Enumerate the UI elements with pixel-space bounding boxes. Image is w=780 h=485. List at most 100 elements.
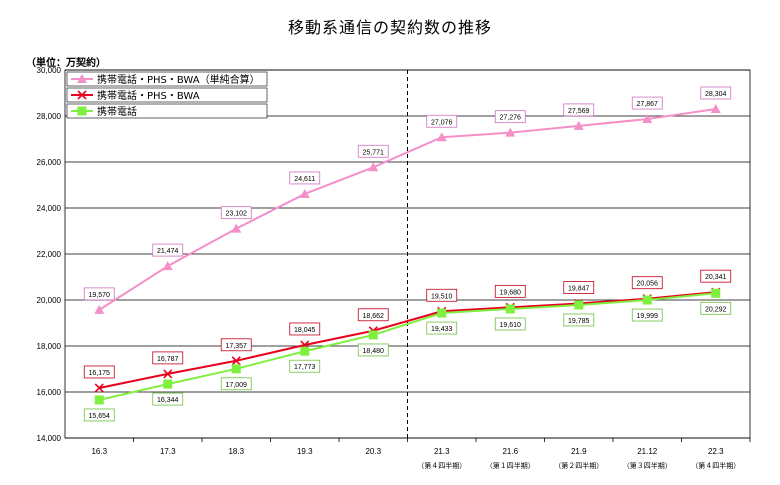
data-point xyxy=(368,162,379,172)
chart-title: 移動系通信の契約数の推移 xyxy=(287,18,492,37)
x-tick-sublabel: （第２四半期） xyxy=(554,461,603,470)
data-label-box xyxy=(220,338,252,352)
legend-label: 携帯電話・PHS・BWA xyxy=(97,89,200,102)
data-label-box xyxy=(83,365,115,379)
data-label-box xyxy=(83,408,115,422)
x-tick-label: 17.3 xyxy=(160,447,176,456)
data-label-box xyxy=(563,281,595,294)
data-label-box xyxy=(631,276,663,290)
data-point xyxy=(163,369,173,379)
data-label: 27,076 xyxy=(431,119,453,126)
data-point xyxy=(231,364,241,374)
data-label: 19,610 xyxy=(500,322,522,329)
data-label: 27,276 xyxy=(500,115,522,122)
data-label: 24,611 xyxy=(294,176,315,183)
data-label-box xyxy=(563,313,595,327)
data-label: 19,785 xyxy=(568,318,590,325)
x-tick-label: 16.3 xyxy=(91,447,107,456)
x-tick-sublabel: （第１四半期） xyxy=(486,461,535,470)
data-label-box xyxy=(426,288,458,302)
data-label: 18,480 xyxy=(363,348,385,355)
data-label: 19,999 xyxy=(637,313,659,320)
data-point xyxy=(505,304,515,314)
data-label-box xyxy=(494,284,526,298)
data-label-box xyxy=(700,301,732,315)
data-label-box xyxy=(289,359,321,373)
legend-item xyxy=(66,103,268,119)
y-tick-label: 20,000 xyxy=(37,296,62,305)
data-point xyxy=(505,127,516,137)
y-tick-label: 28,000 xyxy=(37,112,62,121)
x-tick-label: 20.3 xyxy=(365,447,381,456)
data-point xyxy=(710,104,721,114)
legend-marker xyxy=(77,90,87,100)
y-tick-label: 24,000 xyxy=(37,204,62,213)
data-point xyxy=(437,308,447,318)
data-label-box xyxy=(357,308,389,322)
data-label: 20,292 xyxy=(705,306,727,313)
x-tick-label: 21.12 xyxy=(637,447,658,456)
series-line xyxy=(98,108,716,311)
data-label: 25,771 xyxy=(363,149,385,156)
y-tick-label: 26,000 xyxy=(37,158,62,167)
data-point xyxy=(162,261,173,271)
data-point xyxy=(573,120,584,130)
data-label-box xyxy=(426,321,458,335)
data-label-box xyxy=(700,86,732,100)
data-label-box xyxy=(563,103,595,117)
data-label: 20,341 xyxy=(705,274,727,281)
data-point xyxy=(711,288,721,298)
y-tick-label: 16,000 xyxy=(37,388,62,397)
series-2: 16,175 16,787 17,357 18,045 18,662 19,510 19,6… xyxy=(83,269,732,393)
data-label: 15,654 xyxy=(89,413,111,420)
data-point xyxy=(436,132,447,142)
x-tick-label: 22.3 xyxy=(708,447,724,456)
data-label-box xyxy=(631,308,663,322)
legend-item xyxy=(66,71,268,87)
data-point xyxy=(231,223,242,233)
data-point xyxy=(574,300,584,310)
x-tick-sublabel: （第４四半期） xyxy=(417,461,466,470)
data-label: 19,433 xyxy=(431,326,453,333)
data-point xyxy=(299,188,310,198)
data-point xyxy=(94,383,104,393)
data-point xyxy=(163,379,173,389)
data-label: 18,045 xyxy=(294,327,316,334)
x-tick-label: 19.3 xyxy=(297,447,313,456)
data-label-box xyxy=(152,392,184,406)
data-label-box xyxy=(631,96,663,110)
data-label: 18,662 xyxy=(363,313,385,320)
y-tick-label: 18,000 xyxy=(37,342,62,351)
series-1: 19,570 21,474 23,102 24,611 25,771 27,076 27,2… xyxy=(83,86,732,314)
y-tick-label: 30,000 xyxy=(37,66,62,75)
data-label-box xyxy=(357,144,389,158)
data-label-box xyxy=(494,110,526,124)
x-tick-label: 21.9 xyxy=(571,447,587,456)
data-label: 23,102 xyxy=(226,211,248,218)
data-label-box xyxy=(152,243,184,257)
data-point xyxy=(642,114,653,124)
data-label: 27,569 xyxy=(568,108,590,115)
data-label-box xyxy=(494,317,526,331)
data-label: 19,847 xyxy=(568,286,590,293)
data-label-box xyxy=(220,377,252,391)
data-label: 16,787 xyxy=(157,356,179,363)
legend-marker xyxy=(77,74,87,83)
legend-marker xyxy=(77,106,87,116)
data-label: 28,304 xyxy=(705,91,727,98)
unit-label: （単位：万契約） xyxy=(26,58,106,69)
data-label: 19,680 xyxy=(500,289,522,296)
data-label-box xyxy=(220,206,252,220)
data-label-box xyxy=(289,171,321,185)
data-label: 16,344 xyxy=(157,397,179,404)
data-point xyxy=(642,295,652,305)
data-label: 17,357 xyxy=(226,343,248,350)
data-point xyxy=(94,304,105,314)
legend: 携帯電話・PHS・BWA（単純合算） 携帯電話・PHS・BWA 携帯電話 xyxy=(66,71,268,119)
data-label: 21,474 xyxy=(157,248,179,255)
data-label: 19,510 xyxy=(431,293,453,300)
data-label-box xyxy=(357,343,389,357)
data-label: 16,175 xyxy=(89,370,111,377)
data-label-box xyxy=(83,287,115,301)
